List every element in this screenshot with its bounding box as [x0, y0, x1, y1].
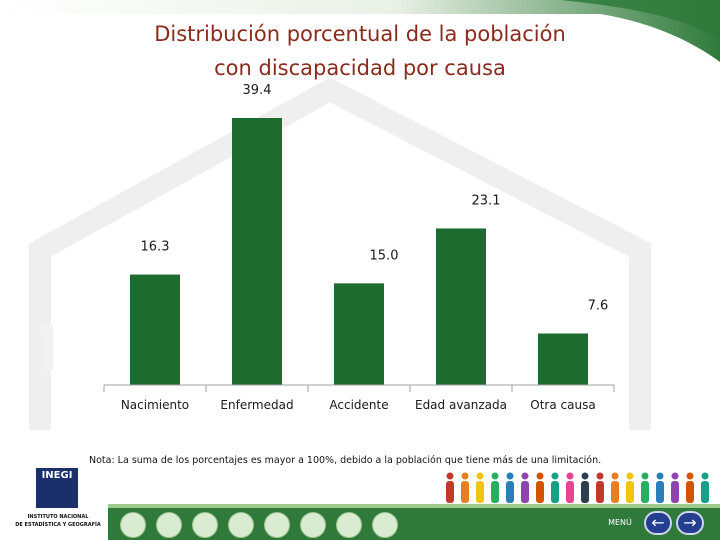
- person-figure-icon: [641, 472, 649, 503]
- data-label: 15.0: [370, 248, 399, 263]
- person-figure-icon: [671, 472, 679, 503]
- logo-text: INEGI: [41, 470, 73, 481]
- person-figure-icon: [701, 472, 709, 503]
- person-figure-icon: [596, 472, 604, 503]
- bar-nacimiento: [130, 274, 180, 385]
- person-figure-icon: [446, 472, 454, 503]
- category-label: Otra causa: [530, 398, 595, 412]
- inegi-logo: INEGI INSTITUTO NACIONAL DE ESTADÍSTICA …: [10, 468, 106, 532]
- bar-edad-avanzada: [436, 228, 486, 385]
- data-label: 39.4: [243, 83, 272, 98]
- chart-title-line-2: con discapacidad por causa: [214, 56, 506, 80]
- people-row-icon: [446, 472, 709, 503]
- category-label: Edad avanzada: [415, 398, 507, 412]
- person-figure-icon: [461, 472, 469, 503]
- person-icon[interactable]: [156, 512, 182, 538]
- person-figure-icon: [536, 472, 544, 503]
- document-icon[interactable]: [372, 512, 398, 538]
- data-label: 23.1: [472, 193, 501, 208]
- person-figure-icon: [611, 472, 619, 503]
- group-icon[interactable]: [300, 512, 326, 538]
- data-label: 16.3: [141, 240, 170, 255]
- person-figure-icon: [521, 472, 529, 503]
- person-figure-icon: [506, 472, 514, 503]
- bar-enfermedad: [232, 118, 282, 385]
- child-icon[interactable]: [120, 512, 146, 538]
- family-icon[interactable]: [192, 512, 218, 538]
- chart-title-line-1: Distribución porcentual de la población: [154, 22, 566, 46]
- left-arrow-icon[interactable]: ←: [644, 511, 672, 535]
- icon-strip: [108, 506, 720, 540]
- data-label: 7.6: [588, 298, 609, 313]
- person-figure-icon: [626, 472, 634, 503]
- person-figure-icon: [656, 472, 664, 503]
- person-figure-icon: [581, 472, 589, 503]
- menu-button[interactable]: MENÚ: [608, 518, 632, 527]
- bar-accidente: [334, 283, 384, 385]
- worker-icon[interactable]: [228, 512, 254, 538]
- category-label: Accidente: [329, 398, 388, 412]
- person-figure-icon: [551, 472, 559, 503]
- person-figure-icon: [476, 472, 484, 503]
- bar-otra-causa: [538, 333, 588, 385]
- right-arrow-icon[interactable]: →: [676, 511, 704, 535]
- footnote: Nota: La suma de los porcentajes es mayo…: [89, 455, 602, 466]
- house-icon[interactable]: [264, 512, 290, 538]
- header-band: [0, 0, 720, 62]
- logo-subtitle-2: DE ESTADÍSTICA Y GEOGRAFÍA: [15, 522, 101, 528]
- person-figure-icon: [686, 472, 694, 503]
- category-label: Nacimiento: [121, 398, 189, 412]
- person-figure-icon: [491, 472, 499, 503]
- map-icon[interactable]: [336, 512, 362, 538]
- person-figure-icon: [566, 472, 574, 503]
- logo-subtitle-1: INSTITUTO NACIONAL: [27, 514, 89, 520]
- category-label: Enfermedad: [220, 398, 293, 412]
- logo-mark: [36, 468, 78, 508]
